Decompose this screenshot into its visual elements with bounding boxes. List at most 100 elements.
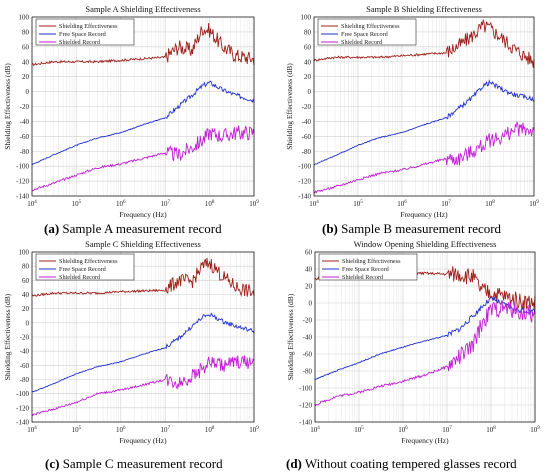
series-line-se <box>313 19 535 68</box>
x-tick-label: 107 <box>441 200 451 208</box>
series-line-free <box>314 296 536 380</box>
y-tick-label: 0 <box>309 300 313 308</box>
caption-d: (d) Without coating tempered glasses rec… <box>286 456 517 472</box>
legend-label-shield: Shielded Record <box>59 274 101 281</box>
y-tick-label: -80 <box>20 376 30 384</box>
chart-title: Sample A Shielding Effectiveness <box>85 4 200 14</box>
y-tick-label: -140 <box>16 193 29 201</box>
caption-a-letter: (a) <box>44 221 60 236</box>
plot-frame <box>31 251 255 423</box>
caption-c-letter: (c) <box>45 456 60 471</box>
y-tick-label: -80 <box>20 148 30 156</box>
plot-frame <box>31 16 255 197</box>
x-tick-label: 107 <box>160 200 170 208</box>
x-tick-label: 107 <box>442 426 452 434</box>
y-tick-label: 100 <box>301 14 312 22</box>
y-tick-label: 100 <box>19 14 30 22</box>
y-tick-label: -60 <box>20 133 30 141</box>
y-tick-label: -40 <box>20 348 30 356</box>
legend-label-shield: Shielded Record <box>342 274 384 281</box>
y-tick-label: 0 <box>308 88 312 96</box>
x-tick-label: 104 <box>27 200 37 208</box>
y-axis-label: Shielding Effectiveness (dB) <box>3 293 12 380</box>
legend-label-se: Shielding Effectiveness <box>342 258 401 265</box>
y-tick-label: 80 <box>304 28 312 36</box>
legend-label-se: Shielding Effectiveness <box>341 23 400 30</box>
x-axis-label: Frequency (Hz) <box>119 210 167 219</box>
y-axis-label: Shielding Effectiveness (dB) <box>285 63 294 150</box>
y-tick-label: -40 <box>20 118 30 126</box>
plot-frame <box>313 16 535 197</box>
y-tick-label: -120 <box>299 402 312 410</box>
x-tick-label: 108 <box>486 426 496 434</box>
series-line-se <box>31 22 255 67</box>
legend-label-free: Free Space Record <box>342 266 390 273</box>
y-tick-label: 40 <box>305 266 313 274</box>
y-tick-label: 40 <box>304 58 312 66</box>
y-tick-label: 20 <box>304 73 312 81</box>
x-tick-label: 108 <box>485 200 495 208</box>
y-tick-label: 20 <box>22 305 30 313</box>
x-tick-label: 109 <box>249 426 259 434</box>
chart-a: -140 -120 -100 -80 -60 -40 -20 0 20 40 60 80 100 104 1… <box>3 4 259 219</box>
caption-c: (c) Sample C measurement record <box>45 456 223 472</box>
y-axis-label: Shielding Effectiveness (dB) <box>286 293 295 380</box>
x-tick-label: 109 <box>530 426 540 434</box>
x-tick-label: 105 <box>72 200 82 208</box>
caption-a-text: Sample A measurement record <box>59 221 222 236</box>
y-tick-label: -140 <box>299 419 312 427</box>
y-tick-label: -120 <box>16 178 29 186</box>
legend-label-free: Free Space Record <box>59 266 107 273</box>
y-tick-label: 100 <box>19 249 30 257</box>
legend-label-free: Free Space Record <box>59 31 107 38</box>
x-axis-label: Frequency (Hz) <box>119 436 167 445</box>
y-tick-label: -140 <box>298 193 311 201</box>
y-tick-label: 80 <box>22 28 30 36</box>
series-line-shield <box>314 299 536 407</box>
y-tick-label: 60 <box>305 249 313 257</box>
series-line-shield <box>31 355 255 417</box>
legend-label-shield: Shielded Record <box>59 39 101 46</box>
caption-d-letter: (d) <box>286 456 302 471</box>
y-tick-label: -100 <box>16 163 29 171</box>
y-tick-label: -140 <box>16 419 29 427</box>
legend-box <box>317 18 417 46</box>
x-axis-label: Frequency (Hz) <box>400 210 448 219</box>
x-tick-label: 106 <box>116 200 126 208</box>
y-tick-label: -40 <box>302 118 312 126</box>
x-tick-label: 104 <box>310 426 320 434</box>
y-tick-label: 40 <box>22 291 30 299</box>
x-tick-label: 104 <box>27 426 37 434</box>
plot-frame <box>314 251 536 423</box>
y-tick-label: 60 <box>22 277 30 285</box>
y-tick-label: 60 <box>22 43 30 51</box>
x-tick-label: 106 <box>116 426 126 434</box>
caption-c-text: Sample C measurement record <box>59 456 223 471</box>
legend-label-se: Shielding Effectiveness <box>59 258 118 265</box>
x-axis-label: Frequency (Hz) <box>401 436 449 445</box>
legend-box <box>35 18 135 46</box>
caption-b: (b) Sample B measurement record <box>322 221 501 237</box>
y-tick-label: -20 <box>20 103 30 111</box>
legend-label-se: Shielding Effectiveness <box>59 23 118 30</box>
x-tick-label: 108 <box>205 426 215 434</box>
caption-b-text: Sample B measurement record <box>337 221 502 236</box>
y-tick-label: -120 <box>298 178 311 186</box>
legend-label-free: Free Space Record <box>341 31 389 38</box>
series-line-shield <box>313 121 535 194</box>
y-tick-label: 40 <box>22 58 30 66</box>
chart-title: Sample C Shielding Effectiveness <box>85 239 201 249</box>
chart-b: -140 -120 -100 -80 -60 -40 -20 0 20 40 60 80 100 104 1… <box>285 4 539 219</box>
caption-d-text: Without coating tempered glasses record <box>301 456 517 471</box>
y-tick-label: 0 <box>26 319 30 327</box>
x-tick-label: 109 <box>249 200 259 208</box>
chart-d: -140 -120 -100 -80 -60 -40 -20 0 20 40 60 104 105 106… <box>286 239 540 445</box>
x-tick-label: 104 <box>309 200 319 208</box>
y-tick-label: -100 <box>16 390 29 398</box>
chart-title: Window Opening Shielding Effectiveness <box>354 239 497 249</box>
legend-label-shield: Shielded Record <box>341 39 383 46</box>
y-tick-label: 20 <box>22 73 30 81</box>
x-tick-label: 105 <box>72 426 82 434</box>
x-tick-label: 109 <box>529 200 539 208</box>
